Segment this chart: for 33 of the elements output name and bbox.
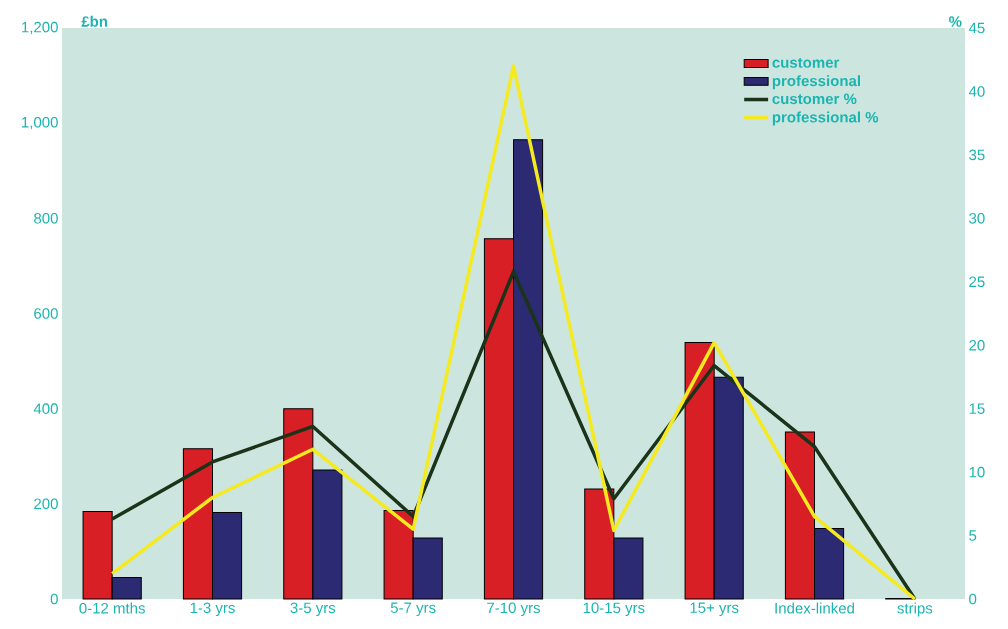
y-tick-label: 200	[34, 498, 58, 510]
x-tick-label: 0-12 mths	[79, 602, 145, 614]
y2-tick-label: 20	[969, 339, 985, 351]
y2-tick-label: 30	[969, 213, 985, 224]
y2-tick-label: 15	[969, 403, 985, 414]
x-tick-label: strips	[897, 602, 933, 617]
legend-label: professional	[772, 75, 860, 90]
y2-tick-label: 0	[969, 593, 977, 605]
x-tick-label: 1-3 yrs	[190, 602, 235, 617]
x-tick-label: 5-7 yrs	[390, 602, 436, 616]
y2-tick-label: 35	[969, 149, 985, 161]
y2-axis-title: %	[949, 16, 962, 27]
y2-tick-label: 5	[969, 530, 977, 541]
y-tick-label: 800	[34, 213, 58, 224]
x-tick-label: 7-10 yrs	[487, 602, 541, 617]
y2-tick-label: 45	[968, 22, 985, 34]
legend-label: customer	[772, 57, 840, 68]
legend-label: professional %	[772, 111, 879, 126]
y2-tick-label: 25	[969, 276, 985, 288]
y2-tick-label: 10	[969, 466, 985, 478]
line-series	[110, 269, 917, 601]
x-tick-label: 15+ yrs	[690, 602, 739, 616]
x-tick-label: 3-5 yrs	[290, 602, 336, 617]
legend-label: customer %	[772, 93, 857, 105]
y-tick-label: 0	[50, 593, 58, 605]
y-tick-label: 1,200	[22, 21, 58, 35]
y2-tick-label: 40	[968, 86, 985, 97]
y-tick-label: 1,000	[22, 116, 58, 130]
y-tick-label: 600	[34, 308, 58, 319]
y-tick-label: 400	[33, 403, 58, 414]
x-tick-label: Index-linked	[775, 602, 854, 614]
x-tick-label: 10-15 yrs	[583, 602, 645, 617]
y-axis-title: £bn	[81, 15, 108, 27]
